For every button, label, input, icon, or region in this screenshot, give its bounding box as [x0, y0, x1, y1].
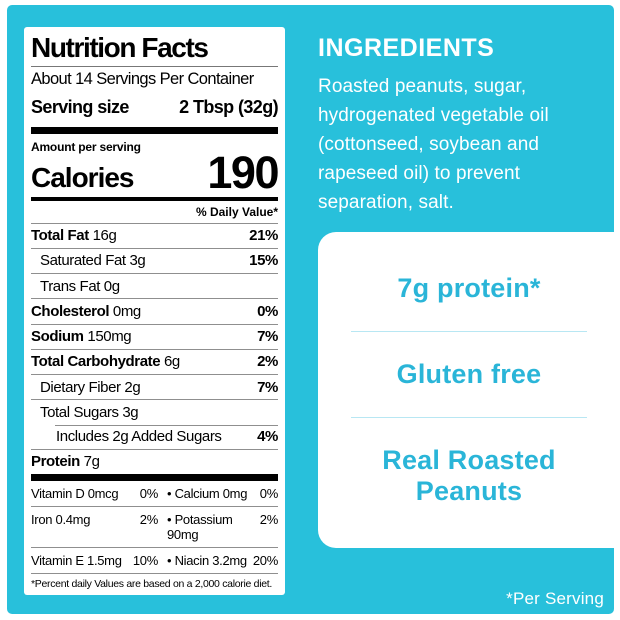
vitamin-cell: 2%: [139, 512, 159, 528]
nutrition-facts-title: Nutrition Facts: [31, 32, 278, 67]
nutrient-row: Sodium 150mg 7%: [31, 323, 278, 349]
nutrient-name: Saturated Fat 3g: [40, 252, 146, 270]
ingredients-title: INGREDIENTS: [318, 34, 495, 62]
nutrient-daily-value: 0%: [257, 302, 278, 320]
nutrition-facts-label: Nutrition Facts About 14 Servings Per Co…: [24, 27, 285, 595]
vitamin-cell: Vitamin D 0mcg: [31, 486, 119, 502]
vitamin-cell: Vitamin E 1.5mg: [31, 553, 122, 569]
vitamin-cell: 0%: [139, 486, 159, 502]
nutrient-name: Total Sugars 3g: [40, 403, 139, 421]
nutrient-name: Total Carbohydrate 6g: [31, 353, 180, 371]
servings-per-container: About 14 Servings Per Container: [31, 69, 254, 88]
nutrient-name: Sodium 150mg: [31, 328, 132, 346]
vitamin-row: Iron 0.4mg 2% • Potassium 90mg 2%: [31, 506, 278, 547]
nutrient-name: Cholesterol 0mg: [31, 302, 141, 320]
nutrient-name: Protein 7g: [31, 453, 100, 471]
nutrient-daily-value: 15%: [249, 252, 278, 270]
vitamin-cell: • Potassium 90mg: [167, 512, 233, 543]
vitamin-rows: Vitamin D 0mcg 0% • Calcium 0mg 0% Iron 0.4m…: [31, 481, 278, 573]
nutrient-name: Trans Fat 0g: [40, 277, 120, 295]
nutrient-daily-value: 4%: [257, 428, 278, 446]
claim-divider: [351, 416, 587, 418]
vitamin-cell: 20%: [252, 553, 278, 569]
claims-card: 7g protein* Gluten free Real Roasted Peanu…: [318, 232, 620, 548]
vitamin-row: Vitamin E 1.5mg 10% • Niacin 3.2mg 20%: [31, 547, 278, 573]
calories-row: Calories 190: [31, 146, 279, 198]
vitamin-cell: 10%: [132, 553, 158, 569]
nutrient-name: Total Fat 16g: [31, 227, 117, 245]
vitamin-row: Vitamin D 0mcg 0% • Calcium 0mg 0%: [31, 481, 278, 506]
claim-divider: [351, 330, 587, 332]
ingredients-section: INGREDIENTS Roasted peanuts, sugar, hydr…: [318, 34, 602, 217]
serving-size-row: Serving size 2 Tbsp (32g): [31, 91, 279, 127]
nutrient-daily-value: 2%: [257, 353, 278, 371]
vitamin-cell: 0%: [259, 486, 279, 502]
serving-size-label: Serving size: [31, 96, 129, 117]
claim-text: 7g protein*: [397, 272, 541, 303]
vitamin-cell: • Calcium 0mg: [167, 486, 248, 502]
vitamin-cell: Iron 0.4mg: [31, 512, 91, 528]
nutrient-row: Trans Fat 0g: [31, 273, 278, 298]
daily-value-footnote: *Percent daily Values are based on a 2,0…: [31, 573, 278, 590]
ingredients-text: Roasted peanuts, sugar, hydrogenated veg…: [318, 76, 549, 213]
per-serving-note: *Per Serving: [506, 589, 604, 608]
nutrient-row: Total Carbohydrate 6g 2%: [31, 348, 278, 374]
nutrient-daily-value: 21%: [249, 227, 278, 245]
nutrient-daily-value: 7%: [257, 378, 278, 396]
nutrient-row: Dietary Fiber 2g 7%: [31, 374, 278, 399]
claim-text: Gluten free: [396, 358, 542, 389]
amount-per-serving-label: Amount per serving: [31, 139, 141, 154]
nutrient-row: Saturated Fat 3g 15%: [31, 247, 278, 273]
thick-divider-bar: [31, 126, 278, 134]
vitamin-cell: • Niacin 3.2mg: [167, 553, 247, 569]
nutrient-row: Total Fat 16g 21%: [31, 222, 278, 248]
daily-value-header: % Daily Value*: [195, 204, 278, 219]
nutrient-row: Cholesterol 0mg 0%: [31, 298, 278, 323]
nutrient-rows: Total Fat 16g 21% Saturated Fat 3g 15% Trans…: [31, 222, 278, 475]
vitamin-cell: 2%: [259, 512, 279, 528]
nutrient-daily-value: 7%: [257, 328, 278, 346]
nutrient-name: Includes 2g Added Sugars: [56, 428, 222, 446]
calories-label: Calories: [31, 161, 134, 193]
thick-divider-bar: [31, 474, 278, 482]
serving-size-value: 2 Tbsp (32g): [179, 96, 278, 117]
nutrient-name: Dietary Fiber 2g: [40, 378, 141, 396]
nutrient-row: Total Sugars 3g: [31, 399, 278, 424]
claim-text: Real Roasted Peanuts: [382, 444, 556, 506]
nutrient-row: Protein 7g: [31, 448, 278, 474]
calories-value: 190: [207, 146, 279, 198]
nutrient-row: Includes 2g Added Sugars 4%: [31, 424, 278, 449]
medium-divider-bar: [31, 196, 278, 201]
